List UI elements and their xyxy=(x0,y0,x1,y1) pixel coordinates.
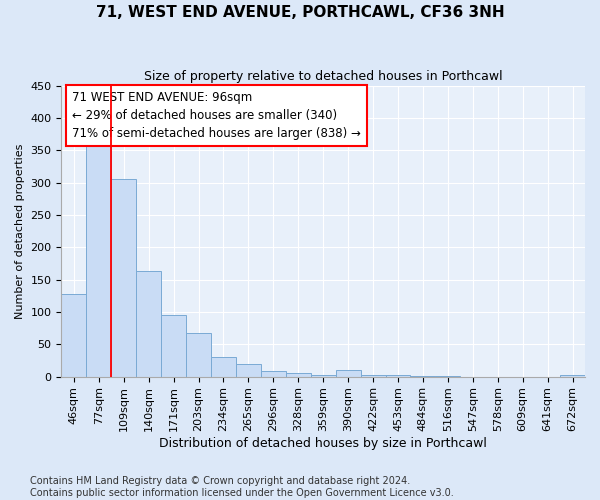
Bar xyxy=(361,374,386,376)
Bar xyxy=(335,370,361,376)
Text: 71 WEST END AVENUE: 96sqm
← 29% of detached houses are smaller (340)
71% of semi: 71 WEST END AVENUE: 96sqm ← 29% of detac… xyxy=(72,92,361,140)
Bar xyxy=(311,374,335,376)
Text: Contains HM Land Registry data © Crown copyright and database right 2024.
Contai: Contains HM Land Registry data © Crown c… xyxy=(30,476,454,498)
Bar xyxy=(236,364,261,376)
Bar xyxy=(286,374,311,376)
Bar xyxy=(211,357,236,376)
Bar xyxy=(186,332,211,376)
Bar xyxy=(261,372,286,376)
Bar xyxy=(86,140,111,376)
Bar xyxy=(111,180,136,376)
Title: Size of property relative to detached houses in Porthcawl: Size of property relative to detached ho… xyxy=(144,70,503,83)
X-axis label: Distribution of detached houses by size in Porthcawl: Distribution of detached houses by size … xyxy=(159,437,487,450)
Y-axis label: Number of detached properties: Number of detached properties xyxy=(15,144,25,319)
Bar xyxy=(61,294,86,376)
Bar xyxy=(161,315,186,376)
Bar xyxy=(136,271,161,376)
Text: 71, WEST END AVENUE, PORTHCAWL, CF36 3NH: 71, WEST END AVENUE, PORTHCAWL, CF36 3NH xyxy=(95,5,505,20)
